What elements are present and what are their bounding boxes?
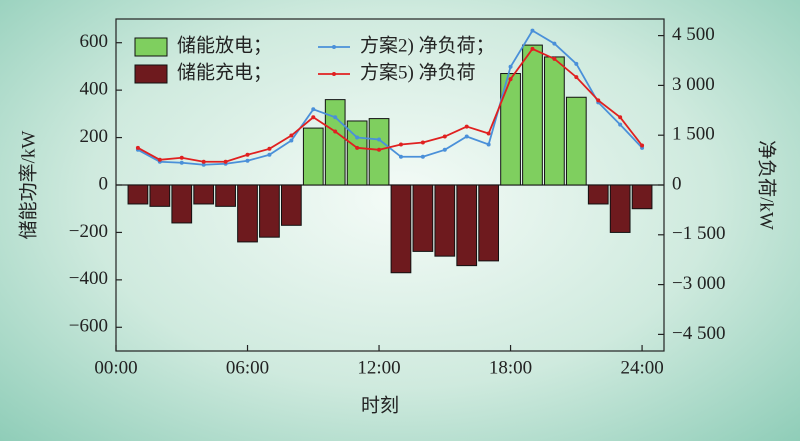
legend-label: 储能充电； bbox=[177, 61, 272, 83]
x-tick-label: 24:00 bbox=[620, 357, 663, 378]
line-marker bbox=[289, 133, 294, 138]
x-axis-label: 时刻 bbox=[361, 394, 399, 416]
line bbox=[137, 29, 643, 166]
y2-tick-label: 3 000 bbox=[672, 74, 715, 95]
y2-tick-label: 4 500 bbox=[672, 24, 715, 45]
bar bbox=[500, 73, 521, 186]
line-marker bbox=[355, 135, 360, 140]
legend-label: 方案5) 净负荷 bbox=[360, 61, 476, 83]
line-marker bbox=[552, 56, 557, 61]
line-marker bbox=[596, 98, 601, 103]
line-marker bbox=[464, 124, 469, 129]
line-marker bbox=[267, 146, 272, 151]
x-tick-label: 12:00 bbox=[357, 357, 400, 378]
bar bbox=[478, 184, 500, 262]
line-marker bbox=[574, 61, 579, 66]
line-marker bbox=[574, 75, 579, 80]
bar bbox=[324, 99, 346, 186]
line-marker bbox=[289, 138, 294, 143]
bar bbox=[171, 184, 193, 224]
bar bbox=[215, 184, 236, 207]
legend-swatch bbox=[134, 64, 168, 84]
bar bbox=[193, 184, 215, 205]
line-marker bbox=[508, 64, 513, 69]
bar bbox=[237, 184, 258, 243]
bar bbox=[434, 184, 456, 257]
legend-marker bbox=[332, 45, 336, 49]
y-tick-label: −600 bbox=[69, 316, 108, 337]
bar bbox=[587, 184, 609, 205]
line-marker bbox=[486, 131, 491, 136]
line-marker bbox=[420, 154, 425, 159]
line-marker bbox=[311, 107, 316, 112]
line bbox=[137, 47, 643, 163]
x-tick-label: 18:00 bbox=[489, 357, 532, 378]
line-marker bbox=[245, 152, 250, 157]
line-marker bbox=[135, 145, 140, 150]
line-marker bbox=[552, 41, 557, 46]
line-marker bbox=[508, 77, 513, 82]
line-marker bbox=[377, 137, 382, 142]
x-tick-label: 06:00 bbox=[226, 357, 269, 378]
line-marker bbox=[311, 115, 316, 120]
bar bbox=[544, 56, 565, 186]
line-marker bbox=[398, 142, 403, 147]
y2-tick-label: −4 500 bbox=[672, 323, 725, 344]
bar bbox=[259, 184, 280, 238]
line-marker bbox=[464, 134, 469, 139]
y2-tick-label: 1 500 bbox=[672, 124, 715, 145]
legend-label: 方案2) 净负荷； bbox=[360, 34, 495, 56]
line-marker bbox=[398, 154, 403, 159]
y-tick-label: 0 bbox=[99, 173, 109, 194]
y2-tick-label: 0 bbox=[672, 173, 682, 194]
y-tick-label: 600 bbox=[80, 31, 109, 52]
bar bbox=[390, 184, 412, 274]
bar bbox=[609, 184, 631, 233]
line-marker bbox=[157, 157, 162, 162]
line-marker bbox=[245, 158, 250, 163]
line-marker bbox=[420, 140, 425, 145]
line-marker bbox=[640, 143, 645, 148]
bar bbox=[456, 184, 478, 267]
line-marker bbox=[333, 115, 338, 120]
line-marker bbox=[267, 152, 272, 157]
bar bbox=[631, 184, 653, 210]
y-tick-label: −400 bbox=[69, 268, 108, 289]
y2-tick-label: −3 000 bbox=[672, 273, 725, 294]
x-tick-label: 00:00 bbox=[94, 357, 137, 378]
line-marker bbox=[179, 155, 184, 160]
bar bbox=[302, 127, 324, 186]
legend-swatch bbox=[134, 37, 168, 57]
line-marker bbox=[618, 122, 623, 127]
line-marker bbox=[618, 115, 623, 120]
line-marker bbox=[530, 28, 535, 33]
y-tick-label: 200 bbox=[80, 126, 109, 147]
bar bbox=[412, 184, 434, 252]
bar bbox=[522, 44, 543, 186]
y2-tick-label: −1 500 bbox=[672, 223, 725, 244]
line-marker bbox=[201, 159, 206, 164]
bar bbox=[346, 120, 368, 186]
line-marker bbox=[442, 147, 447, 152]
line-marker bbox=[355, 145, 360, 150]
line-marker bbox=[530, 46, 535, 51]
y2-axis-label: 净负荷/kW bbox=[756, 140, 778, 230]
y-tick-label: 400 bbox=[80, 79, 109, 100]
bar bbox=[280, 184, 302, 226]
line-marker bbox=[442, 134, 447, 139]
bar bbox=[149, 184, 171, 207]
bar bbox=[565, 96, 587, 186]
y-tick-label: −200 bbox=[69, 221, 108, 242]
legend-marker bbox=[332, 72, 336, 76]
bar bbox=[127, 184, 149, 205]
legend-label: 储能放电； bbox=[177, 34, 272, 56]
line-marker bbox=[333, 129, 338, 134]
line-marker bbox=[223, 159, 228, 164]
line-marker bbox=[377, 147, 382, 152]
line-marker bbox=[486, 142, 491, 147]
line-marker bbox=[179, 160, 184, 165]
y-axis-label: 储能功率/kW bbox=[17, 131, 39, 240]
line-marker bbox=[201, 162, 206, 167]
